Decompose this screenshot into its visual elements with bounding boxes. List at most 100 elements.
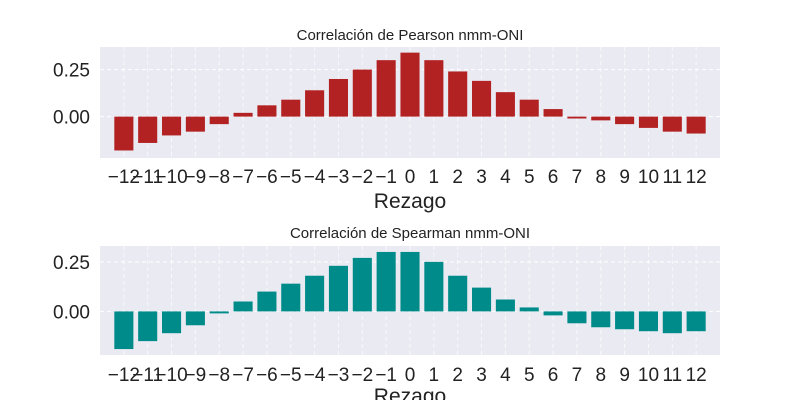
x-tick-label: 4 — [500, 365, 511, 386]
x-tick-label: −12 — [108, 167, 140, 188]
x-tick-label: 0 — [405, 167, 416, 188]
bar-lag-10 — [638, 311, 658, 332]
x-tick-label: 1 — [429, 365, 440, 386]
x-tick-label: 5 — [524, 365, 535, 386]
y-tick-label: 0.25 — [53, 61, 90, 82]
bar-lag--6 — [257, 291, 277, 312]
bar-lag-4 — [495, 92, 515, 117]
x-tick-label: 1 — [429, 167, 440, 188]
bar-lag--1 — [376, 251, 396, 312]
bar-lag--9 — [185, 116, 205, 132]
bar-lag-1 — [424, 60, 444, 117]
bar-lag--10 — [162, 116, 182, 136]
bar-lag--8 — [209, 116, 229, 125]
x-tick-label: −1 — [375, 167, 397, 188]
x-tick-label: −11 — [132, 365, 163, 386]
bar-lag-0 — [400, 52, 420, 117]
x-tick-label: −6 — [256, 167, 278, 188]
x-tick-label: −8 — [208, 167, 230, 188]
x-tick-label: 9 — [619, 365, 630, 386]
x-tick-label: 7 — [572, 167, 583, 188]
x-tick-label: −3 — [328, 365, 350, 386]
x-tick-label: 12 — [686, 365, 707, 386]
bar-lag--4 — [305, 90, 325, 117]
x-tick-label: −2 — [351, 167, 373, 188]
bar-lag--6 — [257, 105, 277, 117]
bar-lag--3 — [328, 78, 348, 117]
x-tick-label: −5 — [280, 365, 302, 386]
bar-lag--7 — [233, 301, 253, 312]
bar-lag-6 — [543, 311, 563, 316]
x-tick-label: 12 — [686, 167, 707, 188]
x-tick-label: 9 — [619, 167, 630, 188]
x-tick-label: 11 — [662, 365, 682, 386]
bar-lag-2 — [448, 71, 468, 117]
x-tick-label: 8 — [595, 167, 606, 188]
bar-lag-11 — [662, 116, 682, 132]
bar-lag--2 — [352, 257, 372, 312]
bar-lag--11 — [138, 116, 158, 143]
y-tick-label: 0.00 — [53, 302, 90, 323]
bar-lag-9 — [615, 116, 635, 125]
bar-lag-9 — [615, 311, 635, 330]
bar-lag-8 — [591, 311, 611, 328]
x-tick-label: 8 — [595, 365, 606, 386]
bar-lag-6 — [543, 109, 563, 117]
bar-lag--10 — [162, 311, 182, 334]
bar-lag-10 — [638, 116, 658, 128]
x-tick-label: −3 — [328, 167, 350, 188]
y-tick-label: 0.25 — [53, 253, 90, 274]
bar-lag--8 — [209, 311, 229, 314]
x-tick-label: −7 — [232, 365, 254, 386]
x-axis-label: Rezago — [374, 190, 446, 213]
x-tick-label: −4 — [304, 167, 326, 188]
x-tick-label: −10 — [155, 167, 187, 188]
x-tick-label: 2 — [452, 365, 463, 386]
x-tick-label: 10 — [638, 365, 659, 386]
bar-lag-5 — [519, 307, 539, 312]
bar-lag-0 — [400, 251, 420, 312]
chart-title: Correlación de Spearman nmm-ONI — [290, 225, 530, 242]
bar-lag--12 — [114, 311, 134, 350]
x-tick-label: 7 — [572, 365, 583, 386]
x-tick-label: −9 — [185, 365, 207, 386]
x-tick-label: 3 — [476, 167, 487, 188]
bar-lag-8 — [591, 116, 611, 121]
x-tick-label: −5 — [280, 167, 302, 188]
x-tick-label: 5 — [524, 167, 535, 188]
y-tick-label: 0.00 — [53, 108, 90, 129]
bar-lag-12 — [686, 311, 706, 332]
bar-lag--2 — [352, 69, 372, 117]
bar-lag-12 — [686, 116, 706, 134]
bar-lag--4 — [305, 275, 325, 312]
x-tick-label: −4 — [304, 365, 326, 386]
bar-lag-4 — [495, 299, 515, 312]
bar-lag-1 — [424, 261, 444, 312]
x-tick-label: 11 — [662, 167, 682, 188]
bar-lag-11 — [662, 311, 682, 334]
chart-panel-2: Correlación de Spearman nmm-ONI 0.00 0.25 −… — [53, 225, 720, 400]
bar-lag--1 — [376, 60, 396, 117]
x-axis-label: Rezago — [374, 385, 446, 400]
bar-lag--7 — [233, 112, 253, 117]
chart-panel-1: Correlación de Pearson nmm-ONI 0.00 0.25 −1… — [53, 27, 720, 213]
x-tick-label: −8 — [208, 365, 230, 386]
x-tick-label: 2 — [452, 167, 463, 188]
bar-lag-3 — [472, 80, 492, 117]
x-tick-label: −7 — [232, 167, 254, 188]
x-tick-label: 10 — [638, 167, 659, 188]
bar-lag-3 — [472, 287, 492, 312]
x-tick-label: −12 — [108, 365, 140, 386]
bar-lag-7 — [567, 116, 587, 119]
x-tick-label: 3 — [476, 365, 487, 386]
x-tick-label: −6 — [256, 365, 278, 386]
bar-lag--5 — [281, 99, 301, 117]
x-tick-label: −1 — [375, 365, 397, 386]
x-tick-label: −9 — [185, 167, 207, 188]
bar-lag--9 — [185, 311, 205, 326]
bar-lag--3 — [328, 265, 348, 312]
x-tick-label: 6 — [548, 167, 559, 188]
x-tick-label: −2 — [351, 365, 373, 386]
bar-lag--12 — [114, 116, 134, 151]
